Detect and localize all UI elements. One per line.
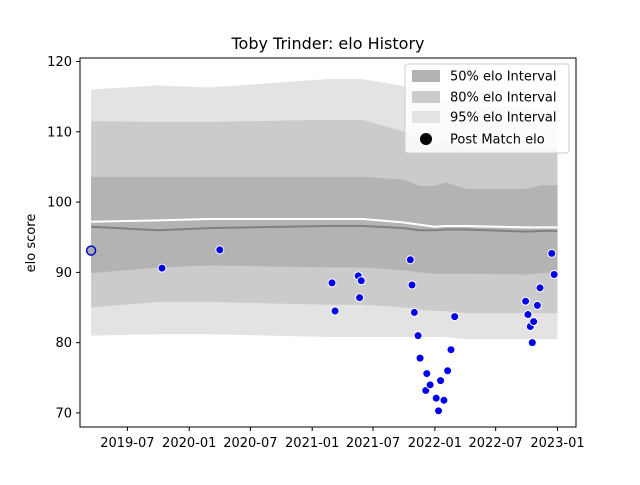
data-point <box>436 376 446 386</box>
data-point <box>215 245 225 255</box>
chart-title: Toby Trinder: elo History <box>231 34 425 53</box>
axes: 2019-07 2020-01 2020-07 2021-01 2021-07 2022-… <box>24 55 585 451</box>
y-tick-label: 70 <box>55 406 72 421</box>
legend-swatch-50 <box>412 70 440 82</box>
data-point <box>450 312 460 322</box>
data-point <box>330 306 340 316</box>
data-point <box>434 406 444 416</box>
x-tick-label: 2020-07 <box>223 436 277 451</box>
x-tick-label: 2021-07 <box>346 436 400 451</box>
x-tick-label: 2022-01 <box>408 436 462 451</box>
data-point <box>327 278 337 288</box>
data-point <box>523 310 533 320</box>
data-point <box>413 331 423 341</box>
y-tick-label: 80 <box>55 336 72 351</box>
y-axis-ticks: 70 80 90 100 110 120 <box>47 55 80 421</box>
y-tick-label: 110 <box>47 125 72 140</box>
legend-swatch-95 <box>412 111 440 123</box>
y-tick-label: 120 <box>47 55 72 70</box>
y-tick-label: 100 <box>47 196 72 211</box>
legend-box <box>404 63 570 154</box>
legend: 50% elo Interval 80% elo Interval 95% el… <box>404 63 570 154</box>
mean-line <box>91 217 558 229</box>
data-point <box>549 269 559 279</box>
data-point <box>547 248 557 258</box>
data-point <box>535 283 545 293</box>
x-axis-ticks: 2019-07 2020-01 2020-07 2021-01 2021-07 2022-… <box>100 427 585 451</box>
data-point <box>443 366 453 376</box>
legend-label-80: 80% elo Interval <box>450 91 557 106</box>
data-point <box>355 293 365 303</box>
data-point <box>415 353 425 363</box>
plot-frame <box>79 57 577 428</box>
legend-label-post-match: Post Match elo <box>450 133 545 148</box>
data-point <box>356 276 366 286</box>
trend-lines <box>91 217 558 233</box>
data-point <box>425 380 435 390</box>
data-point <box>409 307 419 317</box>
x-tick-label: 2022-07 <box>469 436 523 451</box>
legend-label-50: 50% elo Interval <box>450 70 557 85</box>
x-tick-label: 2019-07 <box>100 436 154 451</box>
data-point <box>407 280 417 290</box>
y-axis-label: elo score <box>24 214 39 273</box>
data-point <box>532 300 542 310</box>
legend-marker-post-match <box>420 133 432 145</box>
y-tick-label: 90 <box>55 266 72 281</box>
median-line <box>91 224 558 233</box>
data-point <box>157 263 167 273</box>
x-tick-label: 2020-01 <box>162 436 216 451</box>
legend-label-95: 95% elo Interval <box>450 111 557 126</box>
data-point-initial <box>85 245 97 256</box>
data-point <box>439 395 449 405</box>
data-point <box>521 296 531 306</box>
data-point <box>422 369 432 379</box>
data-point <box>446 345 456 355</box>
data-point <box>431 393 441 403</box>
legend-swatch-80 <box>412 91 440 103</box>
data-point <box>405 255 415 265</box>
x-tick-label: 2021-01 <box>285 436 339 451</box>
data-point <box>527 338 537 348</box>
post-match-points <box>85 245 559 416</box>
data-point <box>529 317 539 327</box>
x-tick-label: 2023-01 <box>530 436 584 451</box>
